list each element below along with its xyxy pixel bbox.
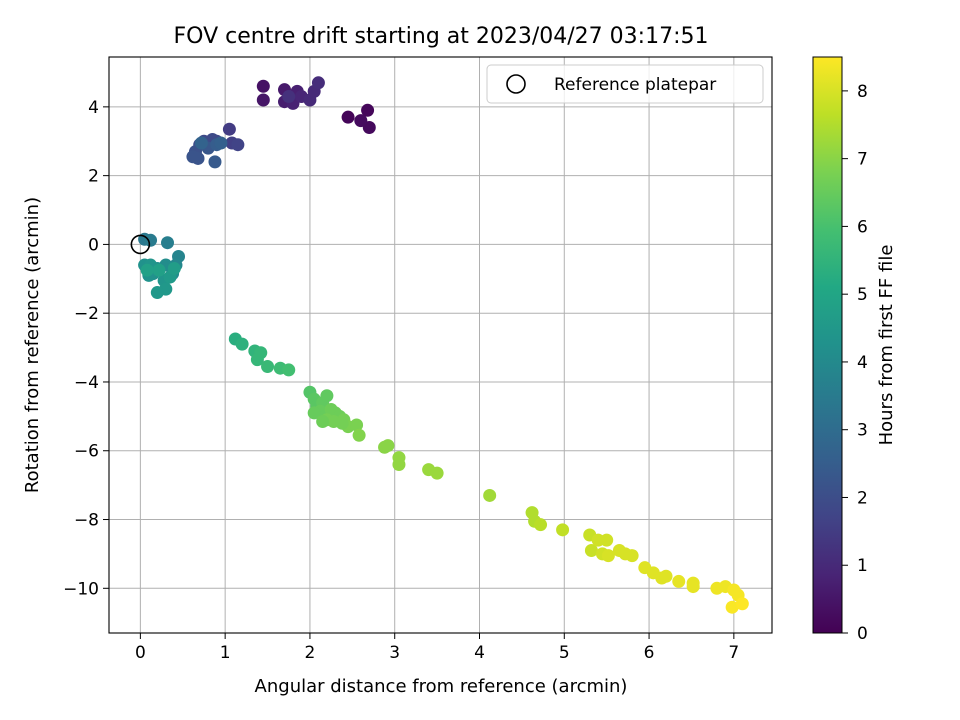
colorbar-tick-label: 3 <box>857 421 868 441</box>
y-tick-label: 0 <box>88 235 99 255</box>
legend-label: Reference platepar <box>554 75 716 95</box>
scatter-point <box>686 580 700 594</box>
y-tick-label: 2 <box>88 167 99 187</box>
y-tick-label: −2 <box>74 304 99 324</box>
colorbar-tick-label: 8 <box>857 82 868 102</box>
x-tick-label: 3 <box>389 643 400 663</box>
scatter-point <box>307 406 321 420</box>
scatter-point <box>150 286 164 300</box>
reference-platepar-marker <box>130 234 151 255</box>
x-tick-label: 1 <box>220 643 231 663</box>
scatter-point <box>601 549 615 563</box>
scatter-point <box>282 363 296 377</box>
scatter-point <box>483 488 497 502</box>
scatter-point <box>194 136 208 150</box>
scatter-point <box>672 574 686 588</box>
colorbar-tick-label: 2 <box>857 488 868 508</box>
scatter-point <box>320 389 334 403</box>
grid <box>109 57 772 633</box>
legend-box <box>486 64 764 104</box>
scatter-point <box>161 236 174 250</box>
colorbar-tick-label: 7 <box>857 150 868 170</box>
scatter-point <box>167 261 181 275</box>
scatter-point <box>584 543 598 557</box>
x-tick-label: 0 <box>135 643 146 663</box>
scatter-point <box>725 600 739 614</box>
colorbar-tick-label: 4 <box>857 353 868 373</box>
y-tick-label: −10 <box>63 579 99 599</box>
scatter-point <box>381 439 395 453</box>
colorbar-tick-label: 6 <box>857 217 868 237</box>
legend: Reference platepar <box>486 64 764 104</box>
scatter-point <box>354 114 368 128</box>
scatter-point <box>316 415 330 429</box>
colorbar-tick-label: 0 <box>857 624 868 644</box>
scatter-point <box>222 122 236 136</box>
y-tick-label: −4 <box>74 373 99 393</box>
scatter-point <box>341 110 355 124</box>
scatter-point <box>235 337 249 351</box>
scatter-point <box>600 533 614 547</box>
x-tick-label: 2 <box>305 643 316 663</box>
scatter-point <box>256 79 270 93</box>
x-tick-label: 5 <box>559 643 570 663</box>
colorbar-label: Hours from first FF file <box>876 245 897 446</box>
y-axis-label: Rotation from reference (arcmin) <box>22 197 43 493</box>
scatter-point <box>261 359 275 373</box>
scatter-point <box>191 151 205 165</box>
scatter-point <box>140 263 154 277</box>
scatter-point <box>534 518 548 532</box>
colorbar-tick-label: 5 <box>857 285 868 305</box>
scatter-point <box>214 136 228 150</box>
x-tick-label: 4 <box>474 643 485 663</box>
scatter-point <box>311 76 325 90</box>
scatter-point <box>208 155 222 169</box>
y-tick-label: −6 <box>74 442 99 462</box>
scatter-point <box>231 138 245 152</box>
colorbar <box>812 56 843 634</box>
scatter-points <box>138 76 749 614</box>
scatter-point <box>430 466 444 480</box>
scatter-point <box>256 93 270 107</box>
scatter-point <box>250 353 264 367</box>
scatter-point <box>625 549 639 563</box>
y-tick-label: −8 <box>74 511 99 531</box>
scatter-point <box>282 90 296 104</box>
scatter-point <box>735 597 749 611</box>
scatter-point <box>352 428 366 442</box>
x-tick-label: 7 <box>728 643 739 663</box>
scatter-point <box>659 569 673 583</box>
y-tick-label: 4 <box>88 98 99 118</box>
colorbar-tick-label: 1 <box>857 556 868 576</box>
chart-title: FOV centre drift starting at 2023/04/27 … <box>174 24 709 49</box>
x-axis-label: Angular distance from reference (arcmin) <box>255 676 628 697</box>
scatter-point <box>350 418 364 432</box>
colorbar-ticks: 0 1 2 3 4 5 6 7 8 <box>842 82 868 644</box>
plot-frame <box>108 56 773 634</box>
scatter-point <box>556 523 570 537</box>
legend-marker-icon <box>506 74 526 94</box>
scatter-point <box>361 103 375 117</box>
x-tick-label: 6 <box>644 643 655 663</box>
scatter-point <box>144 233 158 247</box>
scatter-point <box>392 457 406 471</box>
scatter-point <box>152 263 166 277</box>
axis-ticks: 0 1 2 3 4 5 6 7 4 2 0 −2 −4 −6 −8 −10 <box>63 98 739 663</box>
scatter-point <box>335 416 349 430</box>
